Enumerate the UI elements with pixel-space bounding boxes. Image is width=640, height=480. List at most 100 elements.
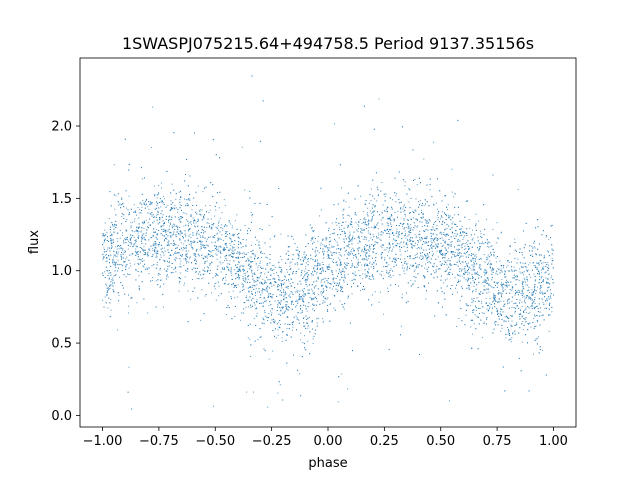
data-point <box>431 233 433 235</box>
data-point <box>208 212 210 213</box>
data-point <box>277 329 279 331</box>
data-point <box>245 278 247 280</box>
data-point <box>208 282 210 284</box>
data-point <box>283 292 285 294</box>
data-point <box>218 229 220 231</box>
data-point <box>231 279 233 280</box>
data-point <box>128 366 130 368</box>
data-point <box>425 298 427 300</box>
data-point <box>388 251 389 253</box>
data-point <box>329 233 331 235</box>
data-point <box>330 302 332 304</box>
data-point <box>511 269 513 271</box>
data-point <box>180 218 182 219</box>
data-point <box>293 354 294 356</box>
data-point <box>289 269 291 270</box>
data-point <box>162 234 163 236</box>
data-point <box>102 299 104 301</box>
data-point <box>320 247 321 249</box>
data-point <box>533 246 535 248</box>
data-point <box>172 207 174 209</box>
data-point <box>345 264 347 265</box>
data-point <box>473 261 475 263</box>
data-point <box>267 257 269 259</box>
data-point <box>440 253 441 255</box>
data-point <box>191 223 192 225</box>
data-point <box>365 244 367 245</box>
data-point <box>260 260 262 262</box>
data-point <box>391 208 393 210</box>
data-point <box>419 257 420 259</box>
data-point <box>268 224 270 226</box>
data-point <box>539 292 541 294</box>
data-point <box>426 236 428 238</box>
data-point <box>368 247 370 249</box>
data-point <box>115 273 117 275</box>
data-point <box>503 300 505 302</box>
data-point <box>405 215 407 217</box>
data-point <box>213 250 215 252</box>
data-point <box>384 209 386 211</box>
data-point <box>476 315 478 317</box>
data-point <box>426 237 428 239</box>
data-point <box>183 225 185 227</box>
data-point <box>115 224 116 226</box>
data-point <box>379 291 381 293</box>
data-point <box>300 312 302 314</box>
data-point <box>454 224 456 226</box>
data-point <box>367 230 369 232</box>
data-point <box>137 232 139 234</box>
data-point <box>462 255 464 257</box>
data-point <box>364 273 366 275</box>
data-point <box>200 319 202 321</box>
data-point <box>313 286 315 288</box>
data-point <box>253 281 255 283</box>
data-point <box>255 308 257 310</box>
data-point <box>332 274 334 276</box>
data-point <box>274 300 276 302</box>
data-point <box>420 200 422 202</box>
data-point <box>221 234 223 236</box>
data-point <box>399 234 401 236</box>
data-point <box>497 314 498 315</box>
data-point <box>342 231 344 233</box>
data-point <box>395 193 397 194</box>
data-point <box>394 220 395 222</box>
data-point <box>148 209 150 210</box>
data-point <box>115 256 117 258</box>
data-point <box>373 266 375 268</box>
data-point <box>322 250 324 252</box>
data-point <box>286 269 288 270</box>
data-point <box>428 261 430 263</box>
data-point <box>314 249 316 251</box>
data-point <box>283 279 285 280</box>
data-point <box>421 238 423 240</box>
data-point <box>353 249 355 251</box>
data-point <box>246 391 248 393</box>
data-point <box>503 267 505 269</box>
data-point <box>136 302 138 304</box>
data-point <box>306 285 308 287</box>
data-point <box>309 296 311 298</box>
data-point <box>534 297 536 298</box>
data-point <box>168 219 170 221</box>
data-point <box>317 250 319 252</box>
data-point <box>511 325 513 327</box>
data-point <box>155 237 157 239</box>
data-point <box>257 291 259 293</box>
data-point <box>345 221 347 223</box>
data-point <box>231 252 233 254</box>
data-point <box>305 246 307 247</box>
data-point <box>396 225 397 226</box>
data-point <box>303 288 305 290</box>
data-point <box>314 261 316 262</box>
data-point <box>391 250 393 252</box>
data-point <box>309 353 311 355</box>
data-point <box>271 285 273 287</box>
data-point <box>368 227 370 229</box>
data-point <box>436 208 438 210</box>
data-point <box>475 213 477 215</box>
data-point <box>191 247 193 249</box>
data-point <box>417 244 418 246</box>
data-point <box>365 276 367 278</box>
